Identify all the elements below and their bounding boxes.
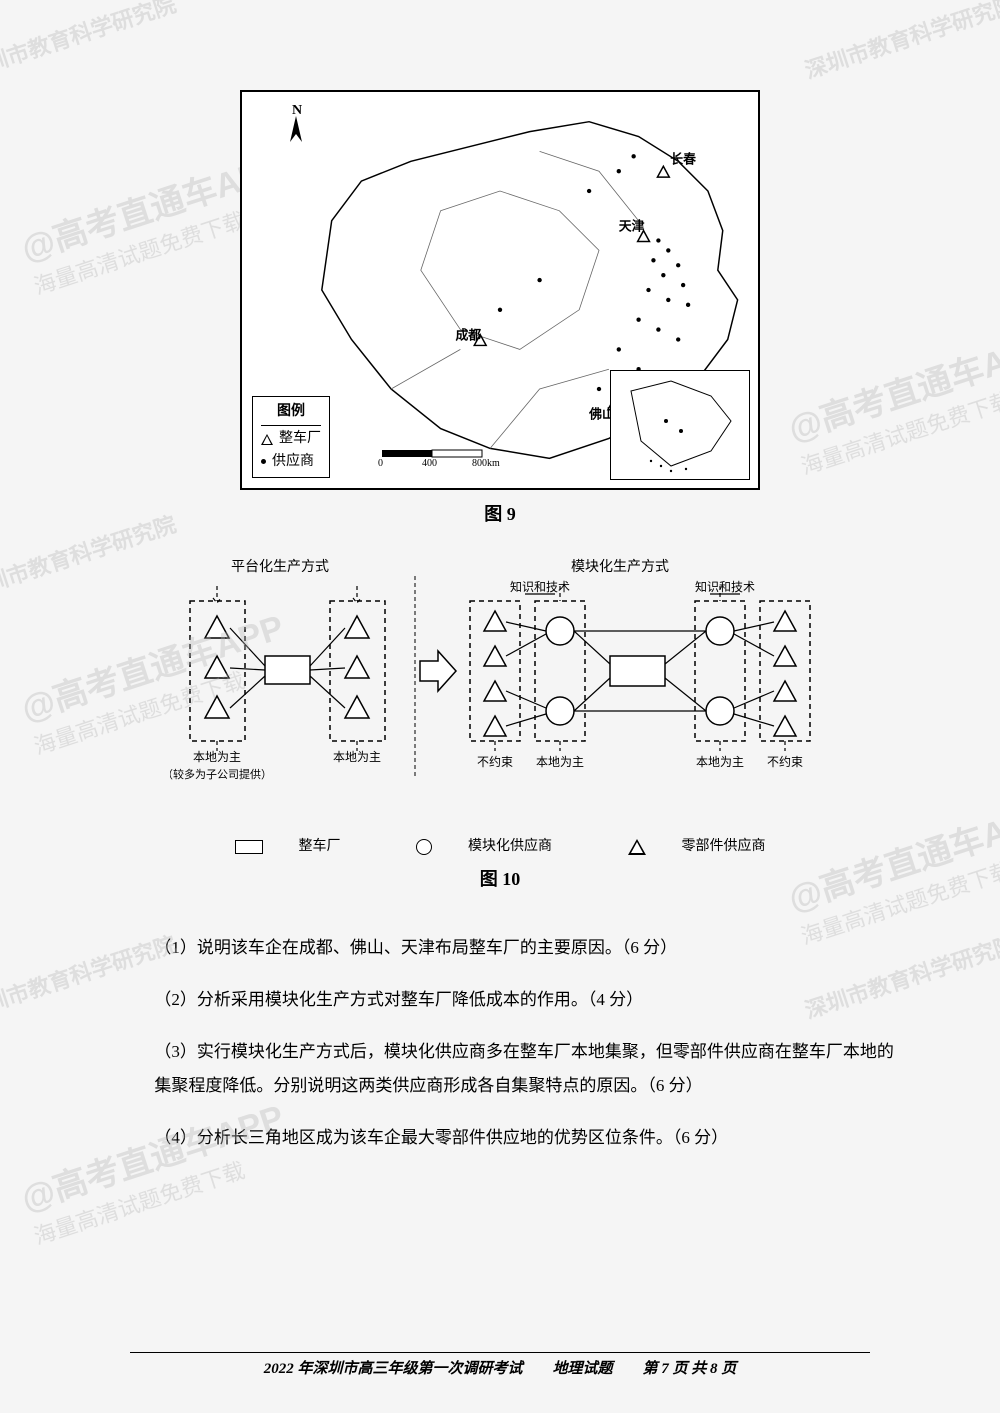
triangle-icon [628, 839, 646, 855]
svg-text:不约束: 不约束 [767, 754, 803, 769]
svg-text:N: N [292, 103, 302, 118]
svg-text:400: 400 [422, 458, 437, 466]
svg-text:模块化生产方式: 模块化生产方式 [571, 559, 669, 575]
questions-block: （1）说明该车企在成都、佛山、天津布局整车厂的主要原因。（6 分） （2）分析采… [100, 931, 900, 1155]
city-changchun: 长春 [670, 151, 696, 166]
legend-item: 整车厂 [261, 428, 321, 450]
svg-text:平台化生产方式: 平台化生产方式 [231, 559, 329, 575]
svg-text:本地为主: 本地为主 [333, 750, 381, 764]
svg-text:本地为主: 本地为主 [193, 750, 241, 764]
triangle-icon [261, 434, 273, 445]
watermark-side: 深圳市教育科学研究院 [0, 0, 180, 85]
svg-text:0: 0 [378, 458, 383, 466]
legend-item: 整车厂 [217, 839, 359, 854]
figure-9-map: 成都 佛山 天津 长春 N 图例 整车厂 供应商 0 400 800km [240, 90, 760, 490]
map-legend: 图例 整车厂 供应商 [252, 396, 330, 478]
circle-icon [416, 839, 432, 855]
rect-icon [235, 840, 263, 854]
dot-icon [261, 459, 266, 464]
city-chengdu: 成都 [455, 328, 481, 343]
svg-text:知识和技术: 知识和技术 [510, 580, 570, 594]
footer-divider [130, 1352, 870, 1353]
question-2: （2）分析采用模块化生产方式对整车厂降低成本的作用。（4 分） [100, 983, 900, 1017]
legend-item: 供应商 [261, 451, 321, 473]
figure-10-legend: 整车厂 模块化供应商 零部件供应商 [170, 835, 830, 855]
scale-bar: 0 400 800km [372, 442, 522, 470]
figure-10-diagram: 平台化生产方式 模块化生产方式 知识和技术 知识和技术 本地为主 本地为主 （较… [170, 556, 830, 855]
figure-9-caption: 图 9 [100, 500, 900, 526]
legend-item: 模块化供应商 [398, 839, 570, 854]
legend-title: 图例 [261, 401, 321, 426]
question-3: （3）实行模块化生产方式后，模块化供应商多在整车厂本地集聚，但零部件供应商在整车… [100, 1035, 900, 1103]
svg-text:本地为主: 本地为主 [536, 755, 584, 769]
question-1: （1）说明该车企在成都、佛山、天津布局整车厂的主要原因。（6 分） [100, 931, 900, 965]
question-4: （4）分析长三角地区成为该车企最大零部件供应地的优势区位条件。（6 分） [100, 1121, 900, 1155]
page-footer: 2022 年深圳市高三年级第一次调研考试 地理试题 第 7 页 共 8 页 [0, 1357, 1000, 1378]
watermark: @高考直通车APP海量高清试题免费下载 [781, 320, 1000, 481]
city-tianjin: 天津 [619, 219, 645, 234]
svg-text:本地为主: 本地为主 [696, 755, 744, 769]
compass-icon: N [282, 102, 310, 151]
map-inset [610, 370, 750, 480]
watermark-side: 深圳市教育科学研究院 [800, 0, 1000, 85]
legend-item: 零部件供应商 [610, 839, 784, 854]
figure-10-caption: 图 10 [100, 865, 900, 891]
svg-text:不约束: 不约束 [477, 754, 513, 769]
svg-text:（较多为子公司提供）: （较多为子公司提供） [170, 767, 272, 781]
svg-text:知识和技术: 知识和技术 [695, 580, 755, 594]
svg-text:800km: 800km [472, 458, 500, 466]
